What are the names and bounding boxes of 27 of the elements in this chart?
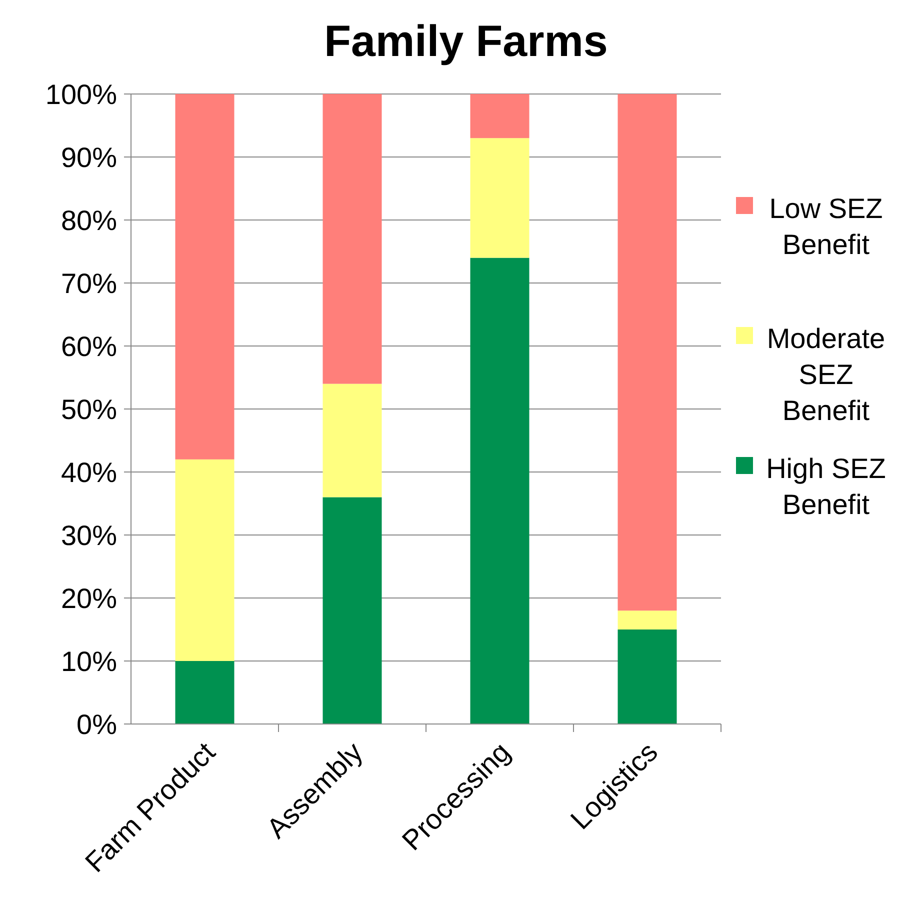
y-tick-label: 10% [60, 646, 117, 677]
y-tick-label: 50% [60, 394, 117, 425]
bar [175, 94, 234, 460]
bar [175, 459, 234, 661]
bar [470, 258, 530, 724]
y-tick-label: 60% [60, 330, 117, 362]
legend-label: Low SEZ Benefit [769, 192, 883, 260]
bar [322, 384, 382, 498]
legend-label: Moderate SEZ Benefit [766, 322, 886, 426]
y-tick-label: 80% [60, 204, 117, 236]
y-tick-label: 0% [76, 708, 117, 740]
bar [322, 94, 382, 384]
y-tick-label: 90% [60, 142, 117, 173]
bar [618, 630, 677, 724]
y-tick-label: 40% [60, 456, 117, 488]
bar [175, 661, 234, 724]
bar [470, 94, 530, 138]
bar [322, 497, 382, 724]
chart-title: Family Farms [324, 17, 608, 66]
bar [618, 610, 677, 630]
y-tick-label: 30% [60, 520, 117, 551]
y-tick-label: 100% [45, 78, 117, 110]
legend-label: High SEZ Benefit [766, 452, 886, 520]
y-tick-label: 70% [60, 268, 117, 299]
bar [618, 94, 677, 611]
bar [470, 138, 530, 258]
y-tick-label: 20% [60, 582, 117, 614]
